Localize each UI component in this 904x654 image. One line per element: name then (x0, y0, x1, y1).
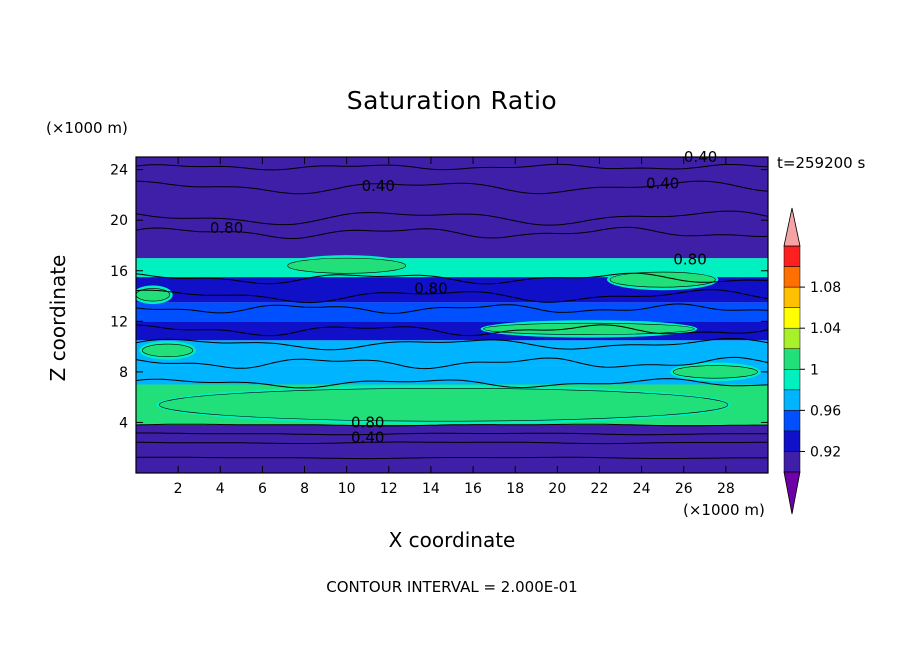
colorbar-swatch (783, 369, 801, 391)
colorbar-label: 1.04 (810, 321, 841, 337)
field-patch (609, 271, 716, 288)
contour-line (136, 378, 768, 389)
contour-line (136, 226, 768, 240)
contour-line (136, 324, 768, 337)
colorbar-swatch (783, 451, 801, 473)
contour-line (136, 456, 768, 460)
colorbar-swatch (783, 327, 801, 349)
colorbar-label: 0.96 (810, 403, 841, 419)
contour-line (136, 423, 768, 427)
y-tick-label: 16 (110, 264, 128, 280)
time-label: t=259200 s (777, 154, 866, 172)
x-axis-label: X coordinate (0, 528, 904, 552)
chart-title: Saturation Ratio (346, 86, 558, 115)
contour-label: 0.40 (646, 175, 679, 193)
colorbar-label: 1 (810, 362, 819, 378)
x-tick-label: 12 (380, 481, 398, 497)
colorbar-swatch (783, 389, 801, 411)
field-patch (287, 257, 406, 274)
contour-label: 0.80 (210, 219, 243, 237)
x-tick-label: 4 (216, 481, 225, 497)
contour-label: 0.80 (351, 413, 384, 431)
y-tick-label: 8 (119, 365, 128, 381)
field-band (136, 424, 768, 473)
x-tick-label: 14 (422, 481, 440, 497)
contour-line (136, 303, 768, 314)
field-patch (483, 322, 695, 335)
y-tick-label: 24 (110, 163, 128, 179)
y-tick-label: 12 (110, 314, 128, 330)
contour-line (136, 210, 768, 226)
field-patch (158, 388, 729, 422)
contour-line (136, 180, 768, 195)
field-band (136, 365, 768, 385)
y-axis-unit: (×1000 m) (46, 119, 128, 137)
contour-label: 0.80 (414, 280, 447, 298)
contour-label: 0.80 (673, 250, 706, 268)
colorbar-swatch (783, 410, 801, 432)
contour-line (136, 356, 768, 370)
contour-line (136, 163, 768, 171)
colorbar-upper-triangle (783, 207, 801, 247)
field-band (136, 157, 768, 259)
x-axis-unit: (×1000 m) (683, 501, 765, 519)
contour-label: 0.40 (362, 177, 395, 195)
colorbar-swatch (783, 307, 801, 329)
x-tick-label: 18 (506, 481, 524, 497)
field-patch (136, 288, 171, 302)
colorbar-label: 1.08 (810, 280, 841, 296)
contour-line (136, 289, 768, 304)
x-tick-label: 10 (338, 481, 356, 497)
field-band (136, 302, 768, 322)
x-tick-label: 24 (633, 481, 651, 497)
colorbar-swatch (783, 348, 801, 370)
contour-line (136, 432, 768, 436)
y-tick-label: 4 (119, 415, 128, 431)
x-tick-label: 22 (591, 481, 609, 497)
x-axis-label-text: X coordinate (388, 528, 516, 552)
contour-line (136, 337, 768, 351)
colorbar-lower-triangle (783, 471, 801, 515)
colorbar-swatch (783, 430, 801, 452)
field-patch (672, 365, 758, 379)
contour-line (136, 272, 768, 285)
colorbar-swatch (783, 245, 801, 267)
contour-label: 0.40 (351, 429, 384, 447)
x-tick-label: 26 (675, 481, 693, 497)
contour-line (136, 441, 768, 445)
x-tick-label: 28 (717, 481, 735, 497)
x-tick-label: 8 (300, 481, 309, 497)
contour-interval-note: CONTOUR INTERVAL = 2.000E-01 (326, 578, 578, 596)
x-tick-label: 16 (464, 481, 482, 497)
y-tick-label: 20 (110, 213, 128, 229)
contour-lines (136, 163, 768, 460)
colorbar-swatch (783, 266, 801, 288)
x-tick-label: 6 (258, 481, 267, 497)
plot-frame (135, 156, 769, 474)
x-tick-label: 20 (548, 481, 566, 497)
x-tick-label: 2 (174, 481, 183, 497)
colorbar-label: 0.92 (810, 444, 841, 460)
colorbar: 0.92 0.96 1 1.04 1.08 (783, 207, 841, 515)
colorbar-swatch (783, 286, 801, 308)
field-patch (142, 343, 194, 358)
